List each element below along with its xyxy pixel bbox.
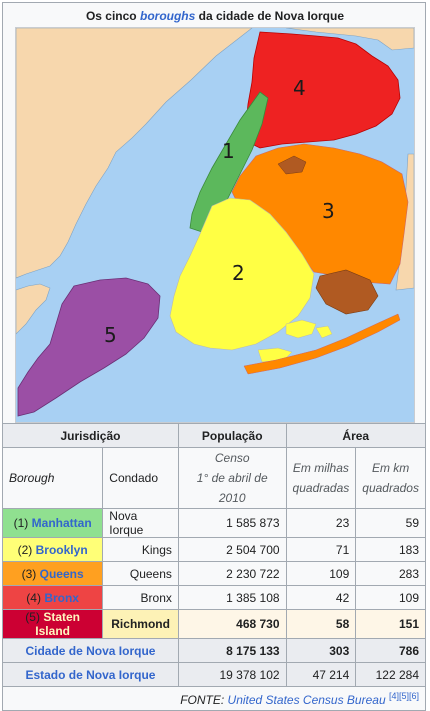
borough-num: (5) (25, 610, 40, 624)
city-pop: 8 175 133 (177, 638, 287, 663)
km-line1: Em km (371, 461, 410, 475)
borough-cell: (5) Staten Island (1, 609, 104, 639)
subheader-censo: Censo 1° de abril de 2010 (177, 447, 287, 509)
header-area: Área (285, 423, 427, 448)
pop-cell: 1 385 108 (177, 585, 287, 610)
borough-cell: (3) Queens (1, 561, 104, 586)
pop-cell: 1 585 873 (177, 508, 287, 538)
title-suffix: da cidade de Nova Iorque (195, 9, 345, 23)
westchester-land (285, 28, 414, 51)
city-km: 786 (355, 638, 426, 663)
mi-cell: 23 (285, 508, 357, 538)
rikers-island (277, 155, 307, 175)
county-cell: Bronx (102, 585, 179, 610)
row-state: Estado de Nova Iorque 19 378 102 47 214 … (2, 662, 426, 687)
borough-link-manhattan[interactable]: Manhattan (31, 516, 92, 530)
km-line2: quadrados (362, 481, 419, 495)
infobox-title: Os cinco boroughs da cidade de Nova Iorq… (3, 9, 427, 23)
title-prefix: Os cinco (85, 9, 140, 23)
source-link[interactable]: United States Census Bureau (227, 692, 386, 707)
censo-line1: Censo (214, 451, 250, 465)
borough-link-staten-island[interactable]: Staten Island (35, 610, 80, 638)
header-populacao: População (177, 423, 287, 448)
borough-cell: (4) Bronx (1, 585, 104, 610)
source-refs[interactable]: [4][5][6] (388, 690, 419, 701)
source-prefix: FONTE: (180, 692, 228, 707)
county-cell: Queens (102, 561, 179, 586)
infobox: Os cinco boroughs da cidade de Nova Iorq… (2, 2, 426, 681)
borough-link-brooklyn[interactable]: Brooklyn (35, 542, 88, 557)
borough-cell: (2) Brooklyn (1, 537, 104, 562)
state-name-cell: Estado de Nova Iorque (2, 662, 179, 687)
new-jersey-coast (16, 283, 51, 335)
km-cell: 283 (355, 561, 426, 586)
row-city: Cidade de Nova Iorque 8 175 133 303 786 (2, 638, 426, 663)
row-manhattan: (1) Manhattan Nova Iorque 1 585 873 23 5… (1, 508, 426, 538)
subheader-milhas: Em milhas quadradas (285, 447, 357, 509)
subheader-km: Em km quadrados (355, 447, 426, 509)
km-cell: 109 (355, 585, 426, 610)
rockaway-peninsula (243, 313, 401, 375)
county-cell: Richmond (102, 609, 179, 639)
source-row: FONTE: United States Census Bureau [4][5… (2, 686, 426, 711)
row-queens: (3) Queens Queens 2 230 722 109 283 (1, 561, 426, 586)
borough-num: (3) (21, 566, 37, 581)
pop-cell: 2 230 722 (177, 561, 287, 586)
km-cell: 183 (355, 537, 426, 562)
label-1: 1 (222, 139, 235, 163)
jfk-airport (315, 269, 379, 315)
county-cell: Nova Iorque (102, 508, 179, 538)
source-cell: FONTE: United States Census Bureau [4][5… (2, 686, 426, 711)
row-staten-island: (5) Staten Island Richmond 468 730 58 15… (1, 609, 426, 639)
milhas-line1: Em milhas (292, 461, 349, 475)
label-3: 3 (322, 199, 335, 223)
mi-cell: 58 (285, 609, 357, 639)
km-cell: 59 (355, 508, 426, 538)
mi-cell: 109 (285, 561, 357, 586)
milhas-line2: quadradas (292, 481, 350, 495)
brooklyn-region (169, 197, 315, 351)
staten-island-region (17, 277, 161, 417)
county-cell: Kings (102, 537, 179, 562)
label-5: 5 (104, 323, 117, 347)
state-km: 122 284 (355, 662, 426, 687)
borough-num: (2) (17, 542, 33, 557)
mi-cell: 42 (285, 585, 357, 610)
row-bronx: (4) Bronx Bronx 1 385 108 42 109 (1, 585, 426, 610)
boroughs-map-svg: 4 1 3 2 5 (16, 28, 414, 422)
censo-line2: 1° de abril de 2010 (196, 471, 268, 505)
borough-cell: (1) Manhattan (1, 508, 104, 538)
km-cell: 151 (355, 609, 426, 639)
city-mi: 303 (285, 638, 357, 663)
new-jersey-land (16, 28, 253, 279)
label-2: 2 (232, 261, 245, 285)
row-brooklyn: (2) Brooklyn Kings 2 504 700 71 183 (1, 537, 426, 562)
mi-cell: 71 (285, 537, 357, 562)
title-link-boroughs[interactable]: boroughs (139, 9, 196, 23)
label-4: 4 (293, 76, 306, 100)
borough-link-queens[interactable]: Queens (39, 566, 84, 581)
borough-link-bronx[interactable]: Bronx (44, 590, 79, 605)
boroughs-table: Jurisdição População Área Borough Condad… (1, 423, 427, 711)
state-mi: 47 214 (285, 662, 357, 687)
boroughs-map[interactable]: 4 1 3 2 5 (15, 27, 415, 423)
state-link[interactable]: Estado de Nova Iorque (25, 667, 156, 682)
borough-num: (4) (26, 590, 41, 605)
subheader-condado: Condado (102, 447, 179, 509)
pop-cell: 468 730 (177, 609, 287, 639)
state-pop: 19 378 102 (177, 662, 287, 687)
pop-cell: 2 504 700 (177, 537, 287, 562)
city-name-cell: Cidade de Nova Iorque (2, 638, 179, 663)
jamaica-bay-islands (257, 319, 333, 363)
borough-num: (1) (13, 516, 29, 530)
header-jurisdicao: Jurisdição (2, 423, 179, 448)
subheader-borough: Borough (1, 447, 104, 509)
city-link[interactable]: Cidade de Nova Iorque (25, 643, 156, 658)
